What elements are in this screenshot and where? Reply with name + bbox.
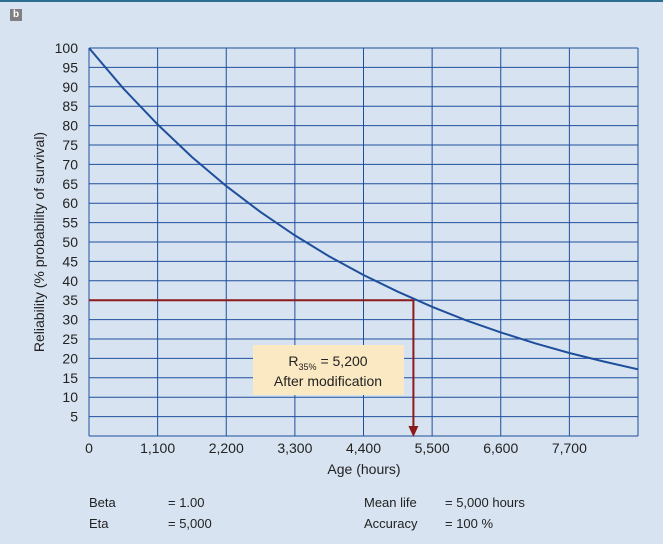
y-tick-label: 75 — [62, 137, 78, 153]
x-tick-label: 6,600 — [483, 440, 518, 456]
y-tick-label: 100 — [55, 40, 79, 56]
annotation-r: R — [288, 353, 298, 369]
annotation-line2: After modification — [274, 373, 382, 389]
y-tick-label: 10 — [62, 389, 78, 405]
x-tick-label: 5,500 — [415, 440, 450, 456]
beta-value: = 1.00 — [168, 495, 205, 510]
y-tick-label: 80 — [62, 118, 78, 134]
annotation-box-bg — [253, 345, 404, 395]
x-tick-label: 3,300 — [277, 440, 312, 456]
y-tick-label: 90 — [62, 79, 78, 95]
y-tick-label: 65 — [62, 176, 78, 192]
annotation-box: R35% = 5,200 After modification — [253, 345, 404, 395]
y-tick-label: 60 — [62, 195, 78, 211]
y-tick-labels: 5 10 15 20 25 30 35 40 45 50 55 60 65 70 75 80 85 90 95 100 — [55, 40, 79, 425]
y-axis-label: Reliability (% probability of survival) — [31, 132, 47, 352]
mean-life-label: Mean life — [364, 495, 417, 510]
y-tick-label: 70 — [62, 156, 78, 172]
y-tick-label: 25 — [62, 331, 78, 347]
reference-lines — [89, 299, 419, 437]
x-axis-label: Age (hours) — [327, 461, 400, 477]
x-tick-label: 0 — [85, 440, 93, 456]
reliability-chart: 5 10 15 20 25 30 35 40 45 50 55 60 65 70 75 80 85 90 95 100… — [31, 40, 639, 477]
annotation-value: = 5,200 — [317, 353, 368, 369]
eta-value: = 5,000 — [168, 516, 212, 531]
parameters-row-2: Eta = 5,000 Accuracy = 100 % — [0, 516, 663, 534]
x-tick-labels: 0 1,100 2,200 3,300 4,400 5,500 6,600 7,700 — [85, 440, 587, 456]
y-tick-label: 45 — [62, 253, 78, 269]
x-tick-label: 4,400 — [346, 440, 381, 456]
parameters-row-1: Beta = 1.00 Mean life = 5,000 hours — [0, 495, 663, 513]
mean-life-value: = 5,000 hours — [445, 495, 525, 510]
annotation-subscript: 35% — [299, 362, 317, 372]
annotation-line1: R35% = 5,200 — [288, 353, 367, 372]
panel-label: b — [10, 9, 22, 21]
y-tick-label: 5 — [70, 409, 78, 425]
eta-label: Eta — [89, 516, 109, 531]
y-tick-label: 95 — [62, 59, 78, 75]
reliability-curve — [88, 47, 639, 371]
accuracy-label: Accuracy — [364, 516, 418, 531]
y-tick-label: 85 — [62, 98, 78, 114]
x-tick-label: 7,700 — [552, 440, 587, 456]
y-tick-label: 50 — [62, 234, 78, 250]
reliability-curve-layer — [88, 47, 639, 371]
y-tick-label: 15 — [62, 370, 78, 386]
y-tick-label: 35 — [62, 292, 78, 308]
reference-arrowhead — [408, 426, 419, 437]
top-rule — [0, 0, 663, 2]
y-tick-label: 55 — [62, 215, 78, 231]
y-tick-label: 30 — [62, 312, 78, 328]
accuracy-value: = 100 % — [445, 516, 494, 531]
x-tick-label: 1,100 — [140, 440, 175, 456]
beta-label: Beta — [89, 495, 116, 510]
y-tick-label: 20 — [62, 350, 78, 366]
x-tick-label: 2,200 — [209, 440, 244, 456]
y-tick-label: 40 — [62, 273, 78, 289]
